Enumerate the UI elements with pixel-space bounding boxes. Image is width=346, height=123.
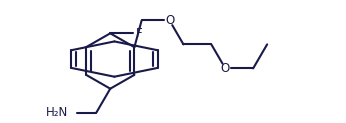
Text: O: O [221, 62, 230, 75]
Text: O: O [165, 14, 174, 27]
Text: F: F [136, 27, 143, 40]
Text: H₂N: H₂N [46, 106, 69, 119]
